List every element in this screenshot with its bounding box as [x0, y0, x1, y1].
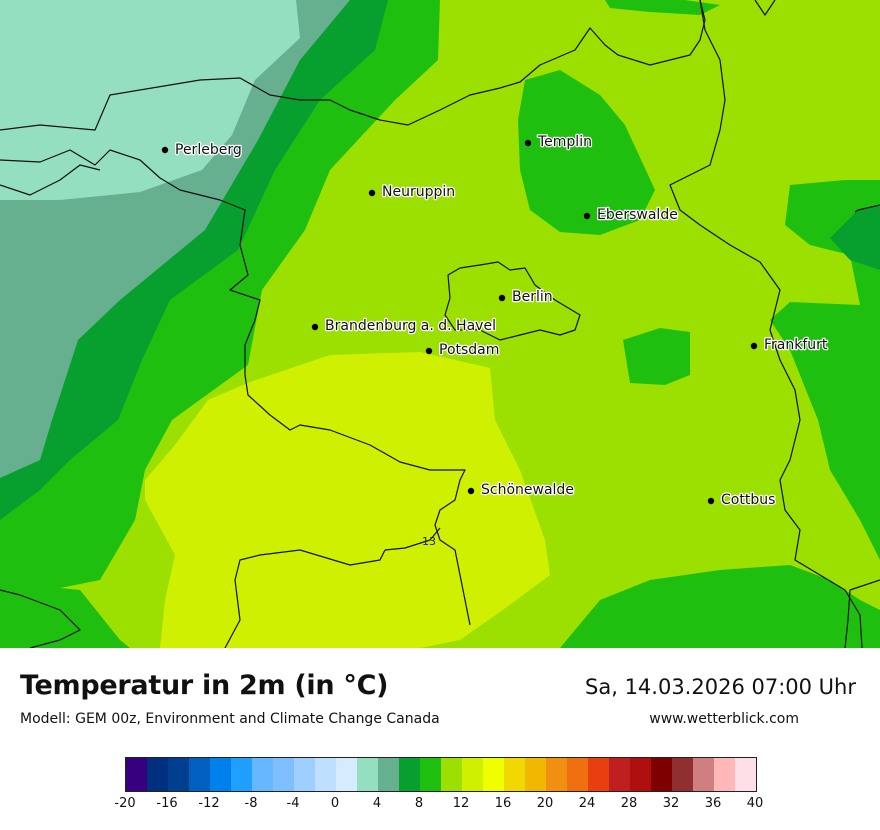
- state-borders: [0, 0, 880, 648]
- map-footer: Temperatur in 2m (in °C) Modell: GEM 00z…: [0, 648, 880, 830]
- city-label-frankfurt: Frankfurt: [764, 337, 828, 353]
- temp-zone-8-10-north: [605, 0, 720, 15]
- city-label-cottbus: Cottbus: [721, 492, 775, 508]
- city-templin: Templin: [524, 133, 593, 151]
- legend-tick-label: -12: [198, 796, 220, 811]
- city-dot: [524, 139, 532, 147]
- legend-swatch: [336, 758, 357, 791]
- legend-swatch: [735, 758, 756, 791]
- map-title: Temperatur in 2m (in °C): [20, 670, 389, 701]
- temp-zone-8-10-southeast: [560, 565, 880, 648]
- legend-swatch: [315, 758, 336, 791]
- legend-tick-label: -20: [114, 796, 136, 811]
- legend-swatch: [378, 758, 399, 791]
- forecast-datetime: Sa, 14.03.2026 07:00 Uhr: [585, 675, 856, 699]
- legend-tick-label: 36: [704, 796, 722, 811]
- legend-tick-label: -16: [156, 796, 178, 811]
- legend-tick-label: 24: [578, 796, 596, 811]
- legend-tick-label: 32: [662, 796, 680, 811]
- model-source: Modell: GEM 00z, Environment and Climate…: [20, 711, 440, 727]
- city-dot: [425, 347, 433, 355]
- legend-swatch: [168, 758, 189, 791]
- legend-swatch: [147, 758, 168, 791]
- legend-ticks: -20 -16 -12 -8 -4 0 4 8 12 16 20 24 28 32 36 40: [114, 796, 763, 816]
- legend-swatch: [441, 758, 462, 791]
- legend-swatch: [609, 758, 630, 791]
- legend-swatch: [693, 758, 714, 791]
- legend-swatch: [525, 758, 546, 791]
- city-neuruppin: Neuruppin: [368, 183, 456, 201]
- city-label-berlin: Berlin: [512, 289, 553, 305]
- legend-tick-label: -8: [244, 796, 258, 811]
- legend-tick-label: 20: [536, 796, 554, 811]
- legend-swatch: [126, 758, 147, 791]
- city-dot: [750, 342, 758, 350]
- website-link[interactable]: www.wetterblick.com: [649, 711, 799, 727]
- legend-swatch: [189, 758, 210, 791]
- legend-swatch: [210, 758, 231, 791]
- legend-swatch: [546, 758, 567, 791]
- city-dot: [467, 487, 475, 495]
- temp-zone-2-4: [0, 0, 300, 200]
- map-canvas: Perleberg Neuruppin Templin Eberswalde B…: [0, 0, 880, 648]
- legend-tick-label: 12: [452, 796, 470, 811]
- legend-swatch: [672, 758, 693, 791]
- legend-tick-label: 4: [372, 796, 382, 811]
- legend-tick-label: 8: [414, 796, 424, 811]
- city-label-templin: Templin: [537, 134, 592, 150]
- legend-tick-label: 40: [746, 796, 764, 811]
- temp-zone-12-14: [145, 352, 550, 648]
- city-eberswalde: Eberswalde: [583, 206, 679, 224]
- legend-swatch: [252, 758, 273, 791]
- legend-swatch: [651, 758, 672, 791]
- berlin-boundary: [444, 261, 581, 341]
- isotherm-label: 13: [422, 535, 436, 548]
- legend-swatch: [504, 758, 525, 791]
- city-cottbus: Cottbus: [707, 491, 777, 509]
- legend-swatch: [588, 758, 609, 791]
- legend-swatch: [483, 758, 504, 791]
- city-perleberg: Perleberg: [161, 141, 243, 159]
- city-label-perleberg: Perleberg: [175, 142, 242, 158]
- legend-swatch: [231, 758, 252, 791]
- temp-zone-8-10-east: [770, 180, 880, 560]
- color-legend: [125, 757, 757, 792]
- temp-zone-6-8-east: [830, 205, 880, 270]
- legend-tick-label: 0: [330, 796, 340, 811]
- city-label-neuruppin: Neuruppin: [382, 184, 455, 200]
- temp-zone-8-10-templin: [518, 70, 655, 235]
- city-dot: [311, 323, 319, 331]
- city-schoenewalde: Schönewalde: [467, 481, 575, 499]
- temp-zone-8-10-southwest: [0, 585, 130, 648]
- legend-swatch: [273, 758, 294, 791]
- legend-swatch: [462, 758, 483, 791]
- city-brandenburg: Brandenburg a. d. Havel: [311, 317, 497, 335]
- city-berlin: Berlin: [498, 288, 554, 306]
- city-label-brandenburg: Brandenburg a. d. Havel: [325, 318, 496, 334]
- temp-zone-8-10-spot: [623, 328, 690, 385]
- legend-tick-label: 16: [494, 796, 512, 811]
- legend-swatch: [567, 758, 588, 791]
- legend-swatch: [420, 758, 441, 791]
- legend-tick-label: 28: [620, 796, 638, 811]
- city-dot: [161, 146, 169, 154]
- city-dot: [498, 294, 506, 302]
- legend-tick-label: -4: [286, 796, 300, 811]
- legend-swatch: [714, 758, 735, 791]
- city-dot: [583, 212, 591, 220]
- legend-swatch: [294, 758, 315, 791]
- city-label-eberswalde: Eberswalde: [597, 207, 678, 223]
- legend-swatch: [399, 758, 420, 791]
- legend-swatch: [357, 758, 378, 791]
- city-dot: [707, 497, 715, 505]
- city-label-schoenewalde: Schönewalde: [481, 482, 574, 498]
- legend-swatch: [630, 758, 651, 791]
- temperature-map: Perleberg Neuruppin Templin Eberswalde B…: [0, 0, 880, 648]
- city-frankfurt: Frankfurt: [750, 336, 829, 354]
- city-potsdam: Potsdam: [425, 341, 501, 359]
- city-label-potsdam: Potsdam: [439, 342, 499, 358]
- city-dot: [368, 189, 376, 197]
